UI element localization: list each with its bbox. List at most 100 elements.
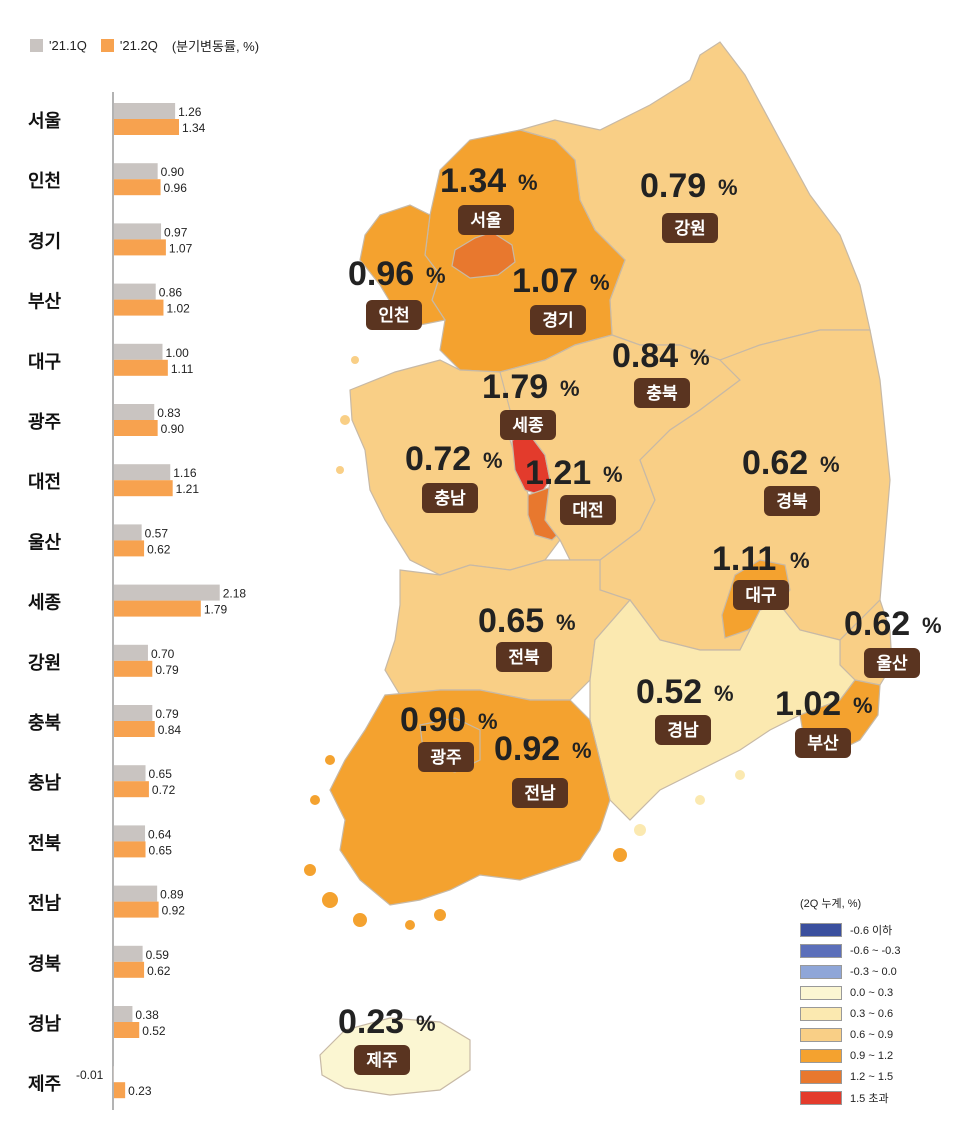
scale-swatch bbox=[800, 1069, 842, 1084]
map-region-name: 대구 bbox=[745, 586, 777, 606]
map-region-tag bbox=[422, 483, 478, 513]
bar-q2 bbox=[114, 781, 149, 798]
map-region-tag bbox=[662, 213, 718, 243]
map-percent-value: 0.72 bbox=[405, 440, 471, 478]
map-percent-value: 0.79 bbox=[640, 167, 706, 205]
scale-title: (2Q 누계, %) bbox=[800, 898, 862, 910]
bar-value-label-q2: 0.65 bbox=[149, 843, 173, 857]
bar-category-label: 울산 bbox=[28, 532, 62, 553]
bar-value-label-q1: 0.83 bbox=[157, 406, 181, 420]
bar-q1 bbox=[114, 705, 153, 721]
map-region-name: 대전 bbox=[572, 501, 603, 521]
map-percent-sign: % bbox=[853, 693, 873, 718]
bar-value-label-q2: 0.96 bbox=[164, 181, 188, 195]
bar-q2 bbox=[114, 239, 166, 256]
scale-label: 0.6 ~ 0.9 bbox=[850, 1028, 894, 1041]
bar-value-label-q1: 0.59 bbox=[146, 948, 170, 962]
scale-label: -0.6 이하 bbox=[850, 924, 893, 937]
bar-value-label-q1: 0.57 bbox=[145, 526, 169, 540]
bar-value-label-q1: 1.26 bbox=[178, 105, 202, 119]
map-percent-sign: % bbox=[572, 738, 592, 763]
color-scale-legend: (2Q 누계, %) -0.6 이하 -0.6 ~ -0.3 -0.3 ~ 0.0 0… bbox=[800, 895, 925, 1108]
bar-category-label: 경남 bbox=[28, 1014, 62, 1035]
bar-q1 bbox=[114, 464, 171, 481]
map-region-tag bbox=[496, 642, 552, 672]
bar-q1 bbox=[114, 343, 163, 360]
legend-label-q2: '21.2Q bbox=[119, 38, 158, 53]
bar-value-label-q1: -0.01 bbox=[76, 1068, 104, 1082]
bar-value-label-q1: 0.70 bbox=[151, 647, 175, 661]
bar-value-label-q2: 0.92 bbox=[162, 904, 186, 918]
map-region-name: 충북 bbox=[646, 384, 678, 404]
map-region-name: 경북 bbox=[776, 492, 808, 512]
map-region-tag bbox=[418, 742, 474, 772]
bar-value-label-q2: 0.72 bbox=[152, 783, 176, 797]
bar-category-label: 경기 bbox=[28, 231, 61, 252]
scale-label: -0.3 ~ 0.0 bbox=[850, 965, 897, 978]
scale-row: -0.3 ~ 0.0 bbox=[800, 961, 925, 982]
map-percent-sign: % bbox=[590, 270, 610, 295]
bar-value-label-q2: 0.79 bbox=[155, 663, 179, 677]
bar-q1 bbox=[114, 163, 158, 180]
scale-row: -0.6 이하 bbox=[800, 919, 925, 940]
bar-category-label: 충북 bbox=[28, 713, 61, 734]
map-label-group: 0.72 % 충남 bbox=[405, 440, 503, 513]
map-percent-value: 1.34 bbox=[440, 162, 506, 200]
map-percent-value: 1.07 bbox=[512, 262, 578, 300]
bar-q2 bbox=[114, 721, 155, 737]
bar-q2 bbox=[114, 359, 168, 376]
bar-category-label: 충남 bbox=[28, 773, 62, 794]
islands bbox=[304, 755, 627, 930]
map-percent-sign: % bbox=[416, 1011, 436, 1036]
map-region-name: 제주 bbox=[366, 1051, 398, 1071]
scale-swatch bbox=[800, 1006, 842, 1021]
region-seoul bbox=[451, 231, 516, 279]
bar-q2 bbox=[114, 540, 145, 557]
map-region-tag bbox=[366, 300, 422, 330]
scale-row: 0.0 ~ 0.3 bbox=[800, 982, 925, 1003]
map-percent-value: 1.11 bbox=[712, 540, 776, 578]
bar-value-label-q2: 1.02 bbox=[166, 302, 190, 316]
bar-q1 bbox=[114, 223, 162, 240]
scale-swatch bbox=[800, 964, 842, 979]
bar-q1 bbox=[114, 524, 142, 541]
bar-q2 bbox=[114, 1022, 140, 1038]
map-percent-sign: % bbox=[478, 709, 498, 734]
map-label-group: 1.34 % 서울 bbox=[440, 162, 538, 235]
map-percent-sign: % bbox=[790, 548, 810, 573]
bar-value-label-q2: 0.52 bbox=[142, 1024, 166, 1038]
legend-swatch-q1 bbox=[30, 39, 43, 52]
map-percent-value: 1.79 bbox=[482, 368, 548, 406]
bar-value-label-q2: 1.79 bbox=[204, 603, 228, 617]
bar-value-label-q1: 1.16 bbox=[173, 466, 197, 480]
bar-value-label-q1: 0.79 bbox=[155, 707, 179, 721]
map-percent-value: 0.23 bbox=[338, 1003, 404, 1041]
bar-value-label-q1: 0.64 bbox=[148, 827, 172, 841]
map-percent-sign: % bbox=[483, 448, 503, 473]
scale-swatch bbox=[800, 985, 842, 1000]
map-percent-value: 0.92 bbox=[494, 730, 560, 768]
bar-value-label-q1: 0.38 bbox=[135, 1008, 159, 1022]
bar-category-label: 세종 bbox=[28, 593, 61, 614]
bar-q1 bbox=[114, 945, 143, 962]
bar-category-label: 대구 bbox=[28, 352, 61, 373]
bar-category-label: 부산 bbox=[28, 292, 62, 313]
legend-unit: (분기변동률, %) bbox=[171, 39, 260, 54]
map-region-name: 강원 bbox=[674, 219, 705, 239]
region-jeonnam bbox=[329, 689, 611, 906]
map-percent-value: 0.62 bbox=[742, 444, 808, 482]
map-region-tag bbox=[864, 648, 920, 678]
map-percent-sign: % bbox=[714, 681, 734, 706]
map-region-tag bbox=[733, 580, 789, 610]
map-region-name: 인천 bbox=[378, 306, 409, 326]
bar-q1 bbox=[113, 1066, 114, 1083]
bar-q2 bbox=[114, 299, 164, 316]
scale-swatch bbox=[800, 1027, 842, 1042]
bar-q2 bbox=[114, 660, 153, 677]
islands-west bbox=[336, 356, 359, 474]
map-percent-value: 0.62 bbox=[844, 605, 910, 643]
map-region-tag bbox=[764, 486, 820, 516]
scale-row: -0.6 ~ -0.3 bbox=[800, 940, 925, 961]
bar-q2 bbox=[114, 179, 161, 196]
